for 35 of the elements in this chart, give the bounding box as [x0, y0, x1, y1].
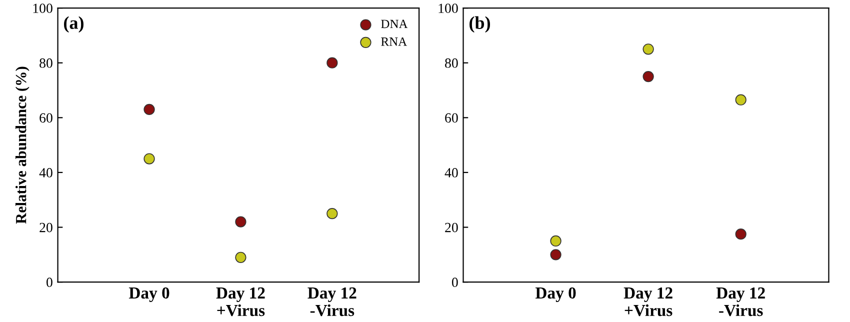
x-tick-label: Day 12 +Virus: [216, 287, 265, 316]
point: [235, 252, 246, 263]
point: [144, 104, 155, 116]
chart-title: (a): [64, 16, 84, 33]
y-tick-label: 20: [445, 222, 458, 232]
point: [642, 70, 654, 82]
x-tick-label: Day 12 -Virus: [716, 287, 765, 316]
x-tick-label: Day 0: [535, 287, 576, 302]
point: [735, 94, 746, 106]
y-tick-label: 0: [46, 278, 52, 288]
y-tick-label: 20: [40, 222, 52, 232]
point: [550, 235, 562, 247]
point: [550, 249, 562, 260]
y-axis-title: Relative abundance (%): [15, 66, 30, 224]
point: [735, 228, 746, 240]
point: [235, 216, 246, 228]
point: [144, 153, 155, 164]
y-tick-label: 40: [39, 168, 52, 178]
x-tick-label: Day 12 +Virus: [624, 287, 672, 316]
point: [326, 57, 338, 68]
x-tick-label: Day 0: [128, 287, 170, 302]
legend-label: RNA: [381, 37, 408, 46]
chart-title: (b): [470, 16, 490, 33]
y-tick-label: 100: [438, 4, 458, 14]
y-tick-label: 100: [33, 4, 52, 14]
legend-label: DNA: [381, 20, 408, 28]
y-tick-label: 80: [40, 58, 52, 68]
y-tick-label: 80: [445, 58, 458, 68]
y-tick-label: 0: [452, 278, 458, 288]
point: [642, 44, 654, 55]
y-tick-label: 60: [445, 113, 458, 123]
point: [326, 208, 338, 220]
x-tick-label: Day 12 -Virus: [308, 287, 356, 316]
y-tick-label: 60: [40, 113, 52, 123]
y-tick-label: 40: [444, 168, 458, 178]
